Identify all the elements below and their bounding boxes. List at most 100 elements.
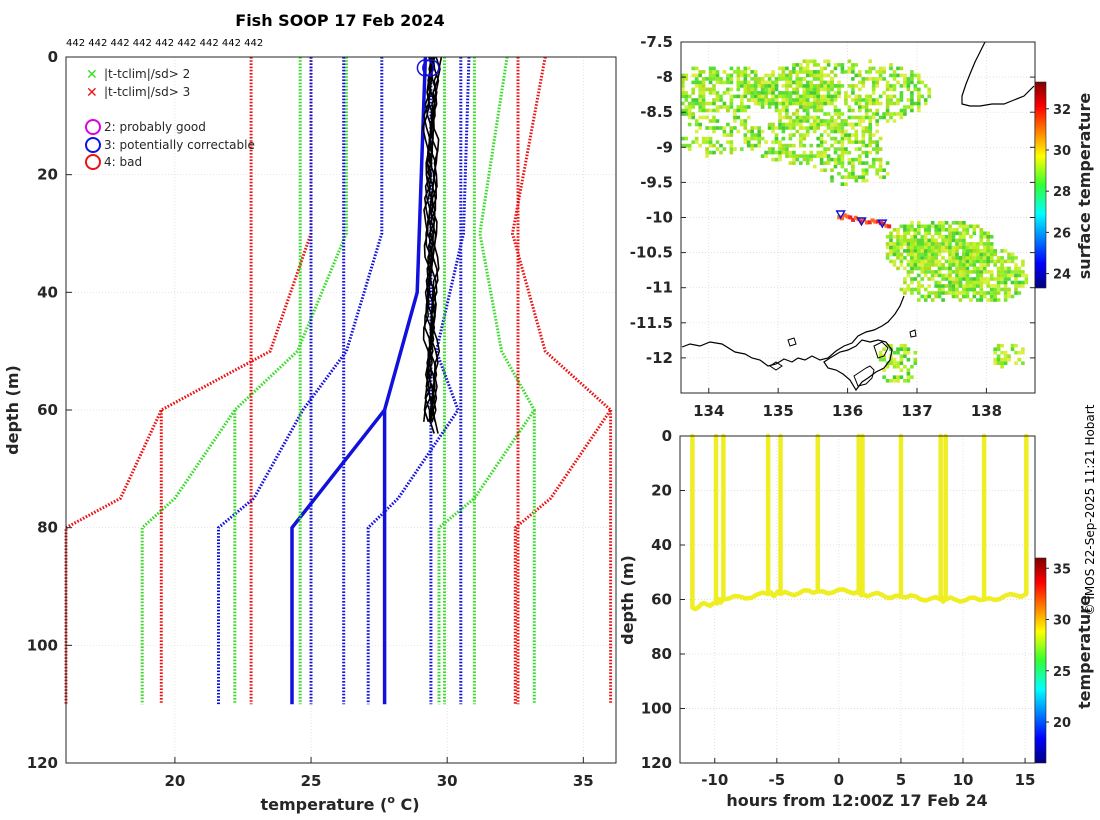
sst-pixel [858, 105, 862, 109]
sst-pixel [923, 270, 928, 274]
sst-pixel [878, 357, 883, 362]
sst-pixel [788, 80, 793, 85]
sst-pixel [781, 105, 786, 109]
sst-pixel [771, 140, 775, 144]
sst-pixel [1010, 259, 1015, 264]
sst-pixel [778, 154, 782, 158]
sst-pixel [969, 298, 973, 302]
sst-pixel [906, 242, 911, 246]
colorbar-tick-label: 25 [1053, 665, 1071, 680]
sst-pixel [906, 245, 911, 250]
sst-pixel [746, 84, 751, 88]
sst-pixel [969, 280, 973, 285]
sst-pixel [719, 126, 723, 130]
sst-pixel [740, 80, 744, 85]
sst-pixel [840, 147, 845, 151]
x-tick-label: 25 [301, 772, 322, 790]
series-clim-3sd-high [510, 56, 613, 705]
sst-pixel [910, 287, 914, 292]
sst-pixel [917, 224, 921, 229]
sst-pixel [951, 249, 956, 253]
coastline-islet [909, 329, 917, 338]
sst-pixel [833, 136, 838, 141]
sst-pixel [788, 133, 793, 137]
sst-pixel [875, 150, 879, 155]
sst-pixel [712, 119, 716, 123]
sst-pixel [965, 249, 970, 253]
sst-pixel [795, 98, 800, 102]
sst-pixel [937, 224, 942, 229]
sst-pixel [910, 238, 914, 243]
sst-pixel [823, 147, 827, 151]
sst-pixel [743, 105, 748, 109]
sst-pixel [889, 66, 893, 71]
sst-pixel [861, 126, 866, 130]
sst-pixel [854, 63, 859, 67]
sst-pixel [944, 259, 949, 264]
sst-pixel [840, 84, 845, 88]
sst-pixel [701, 98, 706, 102]
sst-pixel [996, 291, 1001, 295]
sst-pixel [767, 126, 772, 130]
sst-pixel [878, 94, 883, 99]
sst-pixel [927, 291, 931, 295]
sst-pixel [948, 273, 952, 278]
sst-pixel [736, 94, 741, 99]
sst-pixel [910, 94, 914, 99]
sst-pixel [917, 91, 921, 95]
sst-pixel [837, 87, 841, 92]
sst-pixel [885, 87, 890, 92]
sst-pixel [854, 122, 859, 127]
sst-pixel [955, 231, 959, 236]
sst-pixel [906, 357, 911, 362]
sst-pixel [903, 343, 907, 348]
sst-pixel [982, 235, 987, 239]
sst-pixel [750, 133, 754, 137]
sst-pixel [816, 136, 820, 141]
sst-pixel [847, 105, 852, 109]
sst-pixel [986, 263, 990, 267]
sst-pixel [781, 94, 786, 99]
sst-pixel [753, 143, 758, 148]
sst-pixel [923, 263, 928, 267]
sst-pixel [767, 98, 772, 102]
sst-pixel [851, 115, 855, 120]
sst-pixel [778, 119, 782, 123]
sst-pixel [896, 235, 900, 239]
sst-pixel [694, 73, 699, 78]
sst-pixel [854, 140, 859, 144]
sst-pixel [923, 249, 928, 253]
sst-pixel [958, 242, 963, 246]
sst-pixel [764, 154, 768, 158]
sst-pixel [913, 87, 918, 92]
sst-pixel [965, 256, 970, 260]
sst-pixel [781, 143, 786, 148]
sst-pixel [986, 270, 990, 274]
map-sst-pixels [681, 59, 1029, 383]
sst-pixel [840, 112, 845, 116]
sst-pixel [958, 231, 963, 236]
sst-pixel [740, 101, 744, 106]
sst-pixel [753, 136, 758, 141]
sst-pixel [861, 143, 866, 148]
sst-pixel [896, 379, 900, 383]
sst-pixel [979, 270, 984, 274]
sst-pixel [896, 375, 900, 379]
sst-pixel [962, 231, 966, 236]
sst-pixel [941, 245, 945, 250]
lat-tick-label: -10.5 [630, 244, 673, 262]
sst-pixel [937, 280, 942, 285]
sst-pixel [840, 150, 845, 155]
sst-pixel [743, 77, 748, 81]
colorbar-tick-label: 35 [1053, 562, 1071, 577]
sst-pixel [792, 126, 796, 130]
sst-pixel [691, 101, 695, 106]
profile-xlabel: temperature (o C) [260, 793, 419, 814]
sst-pixel [896, 231, 900, 236]
sst-pixel [733, 147, 737, 151]
sst-pixel [767, 73, 772, 78]
sst-pixel [917, 221, 921, 225]
sst-pixel [823, 140, 827, 144]
sst-pixel [795, 80, 800, 85]
sst-pixel [1021, 263, 1025, 267]
